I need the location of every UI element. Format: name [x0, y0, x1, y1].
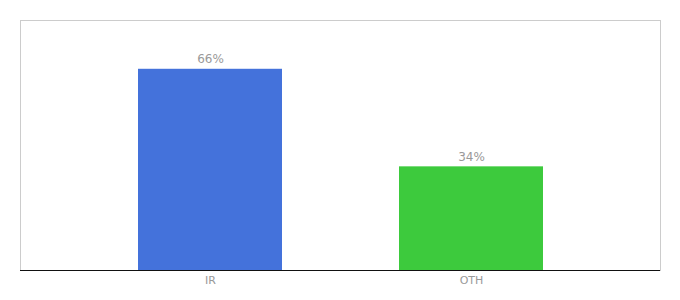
svg-text:66%: 66%: [197, 52, 224, 66]
svg-text:34%: 34%: [458, 150, 485, 164]
svg-text:IR: IR: [205, 274, 216, 287]
svg-text:OTH: OTH: [460, 274, 484, 287]
